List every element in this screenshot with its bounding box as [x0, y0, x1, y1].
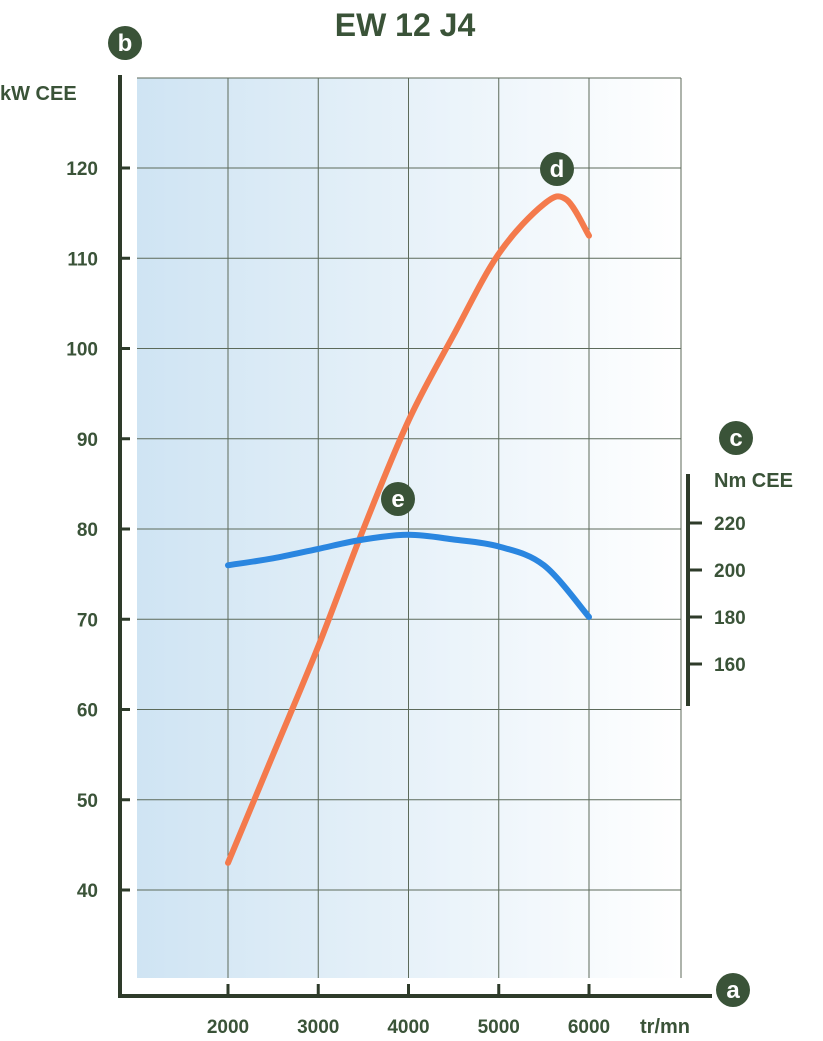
badge-b-label: b: [118, 30, 133, 57]
left-axis-tick-label: 90: [77, 430, 98, 451]
series-line-d: [225, 193, 592, 866]
left-axis-tick-label: 80: [77, 520, 98, 541]
left-axis-unit: kW CEE: [0, 83, 77, 105]
left-axis-tick-label: 60: [77, 701, 98, 722]
right-axis-tick-label: 200: [714, 561, 746, 582]
right-axis-tick-label: 160: [714, 655, 746, 676]
right-axis-unit: Nm CEE: [714, 470, 793, 492]
badge-c-label: c: [729, 425, 742, 452]
left-axis-tick-label: 100: [66, 340, 98, 361]
x-axis-tick-label: 3000: [297, 1017, 339, 1038]
right-axis-tick-label: 180: [714, 608, 746, 629]
x-axis-tick-label: 5000: [478, 1017, 520, 1038]
badge-a-label: a: [726, 977, 740, 1004]
grid: [137, 77, 682, 978]
x-axis-unit: tr/mn: [640, 1016, 690, 1038]
left-axis-tick-label: 120: [66, 159, 98, 180]
x-axis-tick-label: 6000: [568, 1017, 610, 1038]
left-axis-tick-label: 40: [77, 881, 98, 902]
x-axis-tick-label: 2000: [207, 1017, 249, 1038]
axes: [118, 75, 712, 998]
ticks-layer: 40 50 60 70 80 90 100 110 120 160 180 200 220 2000 300…: [66, 159, 745, 1038]
left-axis-tick-label: 70: [77, 610, 98, 631]
series-line-e: [225, 531, 592, 620]
right-axis-tick-label: 220: [714, 514, 746, 535]
badge-c: c: [719, 421, 753, 455]
badge-a: a: [716, 973, 750, 1007]
badge-e-label: e: [391, 486, 404, 513]
badge-d: d: [540, 152, 574, 186]
x-axis-tick-label: 4000: [387, 1017, 429, 1038]
left-axis-tick-label: 110: [67, 249, 98, 270]
series-layer: [225, 193, 592, 866]
badge-d-label: d: [550, 156, 565, 183]
badge-e: e: [381, 482, 415, 516]
badge-b: b: [108, 26, 142, 60]
chart-title: EW 12 J4: [335, 7, 476, 43]
left-axis-tick-label: 50: [77, 791, 98, 812]
